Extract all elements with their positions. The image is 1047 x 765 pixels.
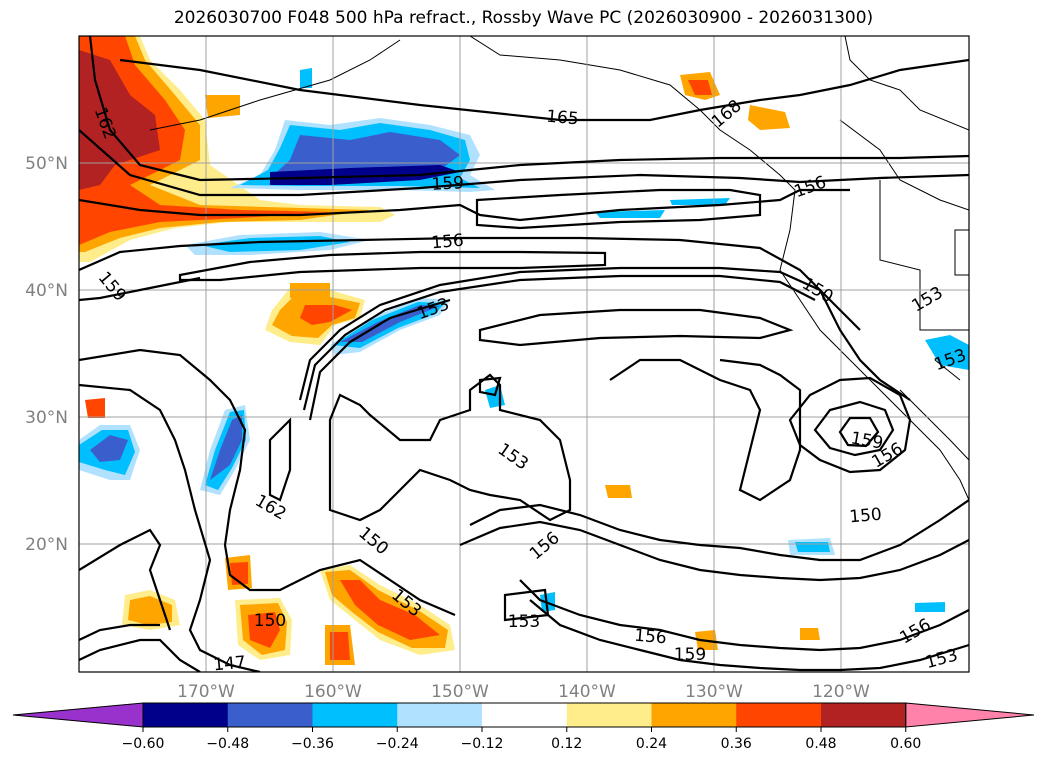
colorbar-tick-label: −0.60 bbox=[122, 736, 165, 752]
lon-label: 130°W bbox=[685, 682, 743, 702]
colorbar-outline bbox=[142, 702, 907, 728]
contour-label: 150 bbox=[849, 505, 883, 528]
shaded-anomalies bbox=[79, 36, 969, 665]
lat-label: 20°N bbox=[25, 535, 68, 555]
lon-label: 170°W bbox=[177, 682, 235, 702]
contour-label: 159 bbox=[674, 645, 706, 665]
map-frame bbox=[78, 35, 970, 673]
refractivity-contours bbox=[79, 36, 969, 672]
lon-label: 120°W bbox=[812, 682, 870, 702]
colorbar-tick-label: −0.48 bbox=[206, 736, 249, 752]
colorbar-tick-label: −0.12 bbox=[461, 736, 504, 752]
colorbar-tick-label: 0.36 bbox=[721, 736, 752, 752]
colorbar-extend-max bbox=[905, 702, 1035, 728]
contour-label: 156 bbox=[633, 626, 667, 649]
lon-label: 140°W bbox=[558, 682, 616, 702]
map-title: 2026030700 F048 500 hPa refract., Rossby… bbox=[173, 8, 874, 28]
colorbar-tick-label: 0.48 bbox=[805, 736, 836, 752]
colorbar: −0.60 −0.48 −0.36 −0.24 −0.12 0.12 0.24 0.36 0.4… bbox=[12, 702, 1035, 752]
lat-label: 40°N bbox=[25, 281, 68, 301]
colorbar-segment bbox=[143, 703, 229, 727]
lon-label: 160°W bbox=[304, 682, 362, 702]
colorbar-tick-label: 0.60 bbox=[890, 736, 921, 752]
contour-label: 153 bbox=[508, 612, 540, 632]
colorbar-segment bbox=[651, 703, 737, 727]
colorbar-segment bbox=[482, 703, 568, 727]
colorbar-segment bbox=[821, 703, 907, 727]
lat-label: 30°N bbox=[25, 408, 68, 428]
lat-label: 50°N bbox=[25, 154, 68, 174]
colorbar-segment bbox=[312, 703, 398, 727]
contour-label: 150 bbox=[254, 611, 286, 631]
colorbar-tick-label: −0.36 bbox=[291, 736, 334, 752]
contour-label: 165 bbox=[545, 107, 579, 130]
colorbar-tick-label: 0.12 bbox=[551, 736, 582, 752]
contour-label: 159 bbox=[431, 173, 464, 195]
colorbar-segment bbox=[736, 703, 822, 727]
contour-label: 147 bbox=[213, 653, 247, 676]
colorbar-extend-min bbox=[12, 702, 144, 728]
map-background bbox=[79, 36, 969, 672]
colorbar-tick-label: −0.24 bbox=[376, 736, 419, 752]
colorbar-segment bbox=[397, 703, 483, 727]
lon-label: 150°W bbox=[431, 682, 489, 702]
colorbar-tick-label: 0.24 bbox=[636, 736, 667, 752]
colorbar-segment bbox=[566, 703, 652, 727]
colorbar-segment bbox=[227, 703, 313, 727]
longitude-labels: 170°W 160°W 150°W 140°W 130°W 120°W bbox=[177, 682, 870, 702]
latitude-labels: 50°N 40°N 30°N 20°N bbox=[25, 154, 68, 555]
contour-label: 156 bbox=[431, 231, 465, 254]
